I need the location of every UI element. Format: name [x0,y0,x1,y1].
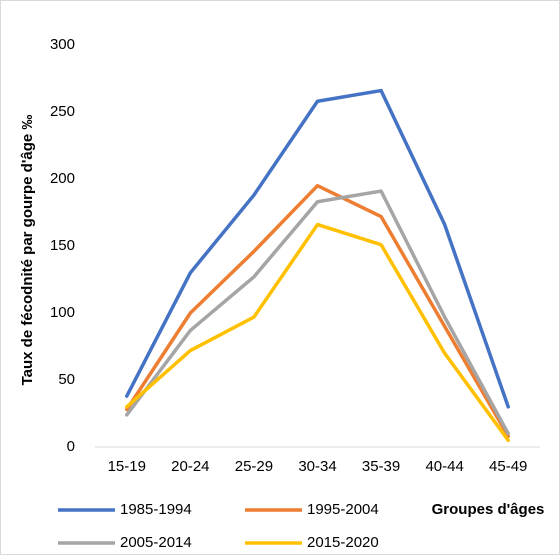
x-tick-label: 40-44 [425,458,463,475]
legend-label: 2015-2020 [307,534,379,551]
x-tick-label: 45-49 [489,458,527,475]
x-tick-label: 35-39 [362,458,400,475]
x-tick-label: 30-34 [298,458,336,475]
y-tick-label: 100 [50,304,75,321]
series-line [125,88,510,409]
y-tick-label: 200 [50,170,75,187]
x-tick-label: 15-19 [108,458,146,475]
y-tick-label: 150 [50,237,75,254]
legend-label: 2005-2014 [120,534,192,551]
y-tick-label: 250 [50,103,75,120]
series-line [125,183,510,439]
x-tick-label: 25-29 [235,458,273,475]
series-line [125,222,510,443]
y-tick-label: 300 [50,36,75,53]
x-tick-label: 20-24 [171,458,209,475]
y-tick-label: 0 [67,438,75,455]
legend-label: 1995-2004 [307,501,379,518]
y-tick-label: 50 [58,371,75,388]
series-line [125,189,510,436]
x-axis-title: Groupes d'âges [432,501,545,518]
legend-label: 1985-1994 [120,501,192,518]
y-axis-title: Taux de fécodnité par gourpe d'âge ‰ [19,115,36,386]
